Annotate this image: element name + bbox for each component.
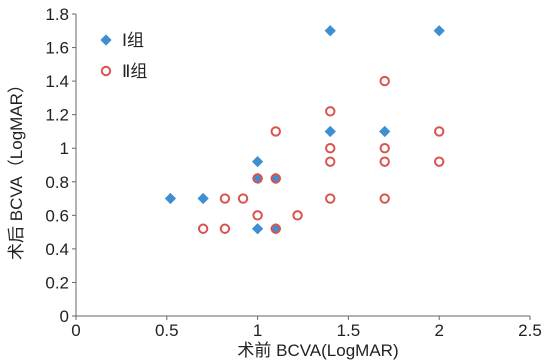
data-point: [252, 173, 263, 184]
legend-marker: [100, 65, 112, 77]
legend-item: Ⅱ组: [100, 62, 147, 81]
data-point: [219, 223, 231, 234]
x-tick-label: 0: [71, 321, 80, 340]
data-point: [251, 223, 264, 235]
axes: [72, 13, 531, 320]
y-tick-label: 1.2: [45, 106, 69, 125]
data-point: [219, 193, 231, 204]
x-tick-label: 2: [434, 321, 443, 340]
y-tick-label: 0: [60, 307, 69, 326]
data-point: [325, 143, 336, 154]
x-axis-title: 术前 BCVA(LogMAR): [237, 341, 398, 360]
data-point: [292, 210, 303, 221]
data-point: [434, 126, 445, 137]
data-point: [325, 156, 336, 167]
y-tick-label: 0.6: [45, 206, 69, 225]
series-1: [164, 25, 445, 235]
data-points: [164, 25, 445, 235]
data-point: [324, 125, 336, 138]
legend-item: Ⅰ组: [100, 31, 144, 50]
data-point: [324, 25, 336, 37]
data-point: [379, 125, 391, 138]
y-tick-label: 1: [60, 139, 69, 158]
data-point: [197, 223, 209, 234]
x-tick-label: 0.5: [155, 321, 179, 340]
data-point: [270, 126, 281, 137]
data-point: [434, 156, 445, 167]
y-tick-label: 0.4: [45, 240, 69, 259]
y-axis-title: 术后 BCVA（LogMAR）: [7, 76, 26, 260]
y-tick-label: 1.4: [45, 72, 69, 91]
legend-label: Ⅱ组: [122, 62, 147, 81]
data-point: [251, 156, 264, 168]
x-tick-label: 1.5: [337, 321, 361, 340]
x-tick-label: 1: [253, 321, 262, 340]
legend: Ⅰ组 Ⅱ组: [100, 31, 147, 81]
y-tick-label: 1.8: [45, 5, 69, 24]
data-point: [379, 156, 390, 167]
data-point: [197, 192, 209, 205]
data-point: [164, 192, 177, 205]
legend-marker: [100, 34, 112, 46]
data-point: [270, 223, 281, 234]
data-point: [270, 173, 281, 184]
data-point: [325, 106, 336, 117]
y-tick-label: 0.2: [45, 273, 69, 292]
data-point: [237, 193, 249, 204]
data-point: [379, 193, 390, 204]
x-tick-label: 2.5: [518, 321, 542, 340]
data-point: [325, 193, 336, 204]
data-point: [252, 210, 263, 221]
data-point: [379, 75, 390, 87]
series-2: [197, 75, 445, 234]
data-point: [379, 143, 390, 154]
tick-labels: 0 0.5 1 1.5 2 2.5 0 0.2 0.4 0.6 0.8 1 1.2 1.4 1.6 1.8: [45, 5, 541, 340]
y-tick-label: 0.8: [45, 173, 69, 192]
y-tick-label: 1.6: [45, 39, 69, 58]
data-point: [433, 25, 445, 37]
legend-label: Ⅰ组: [122, 31, 144, 50]
